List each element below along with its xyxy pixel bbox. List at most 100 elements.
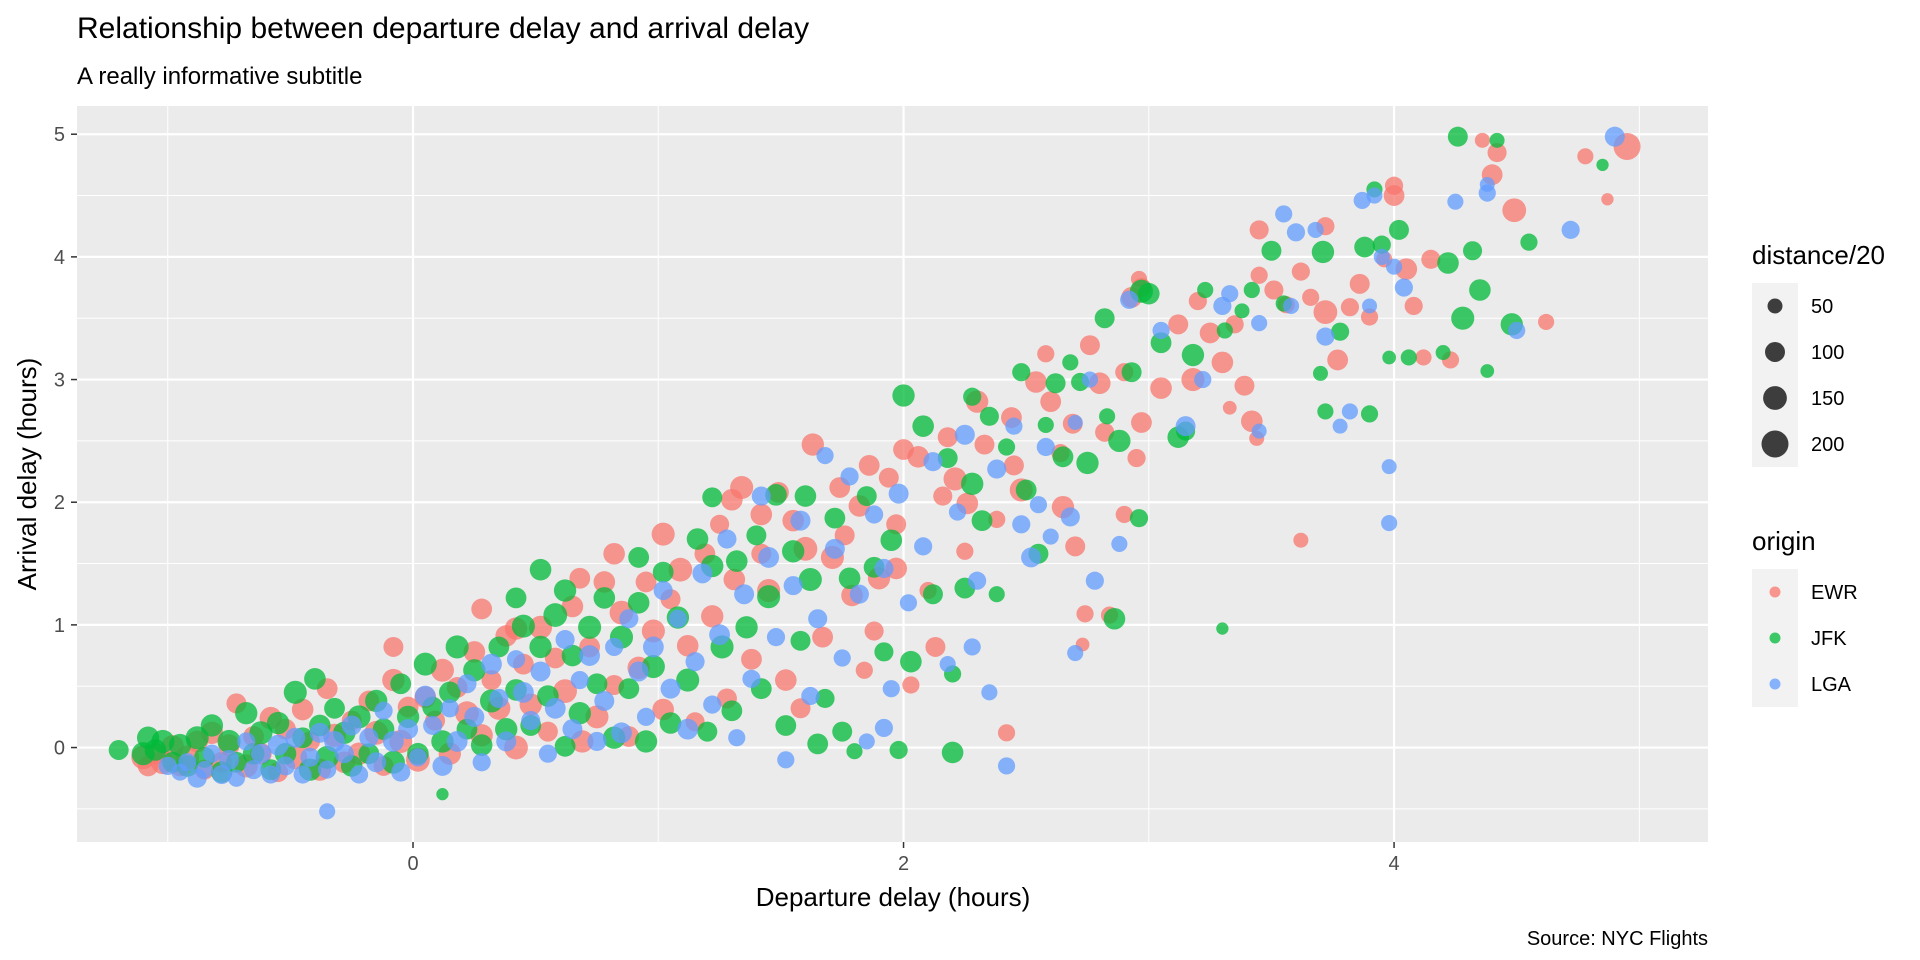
data-point-ewr xyxy=(585,705,609,729)
data-point-ewr xyxy=(1340,298,1360,317)
data-point-ewr xyxy=(481,670,502,691)
data-point-lga xyxy=(816,447,834,465)
data-point-lga xyxy=(1385,258,1403,275)
data-point-jfk xyxy=(838,567,861,590)
data-point-ewr xyxy=(701,605,724,628)
data-point-lga xyxy=(293,765,312,784)
size-legend-label: 200 xyxy=(1811,434,1844,456)
data-point-lga xyxy=(506,650,526,669)
data-point-lga xyxy=(227,769,246,787)
chart-caption: Source: NYC Flights xyxy=(1527,928,1708,950)
data-point-jfk xyxy=(1076,451,1099,475)
x-tick-label: 0 xyxy=(407,853,418,875)
data-point-ewr xyxy=(878,467,899,488)
data-point-jfk xyxy=(1462,241,1483,261)
data-point-lga xyxy=(398,719,419,740)
data-point-lga xyxy=(1282,297,1300,315)
data-point-lga xyxy=(382,731,404,752)
data-point-jfk xyxy=(1489,132,1505,148)
data-point-lga xyxy=(703,695,722,714)
size-legend-key xyxy=(1765,342,1785,362)
data-point-lga xyxy=(790,510,811,531)
data-point-lga xyxy=(1067,414,1083,430)
data-point-jfk xyxy=(108,740,129,760)
data-point-ewr xyxy=(1115,505,1133,524)
color-legend-keys: EWR JFK LGA xyxy=(1752,569,1858,707)
data-point-ewr xyxy=(603,542,625,565)
data-point-lga xyxy=(619,609,639,629)
data-point-ewr xyxy=(1487,143,1507,163)
data-point-jfk xyxy=(912,415,934,437)
data-point-lga xyxy=(677,718,699,740)
data-point-jfk xyxy=(815,688,835,709)
data-point-lga xyxy=(341,715,362,736)
data-point-lga xyxy=(562,719,583,740)
data-point-ewr xyxy=(933,486,953,506)
data-point-lga xyxy=(275,756,296,776)
data-point-ewr xyxy=(1003,455,1024,476)
data-point-lga xyxy=(570,670,589,690)
data-point-jfk xyxy=(988,586,1005,603)
data-point-jfk xyxy=(586,673,608,695)
data-point-lga xyxy=(968,571,987,590)
data-point-lga xyxy=(318,760,337,779)
data-point-jfk xyxy=(529,558,552,581)
data-point-lga xyxy=(1381,459,1397,475)
data-point-lga xyxy=(1213,296,1232,316)
data-point-ewr xyxy=(1079,335,1100,356)
data-point-ewr xyxy=(668,557,693,582)
y-axis-ticks: 0 1 2 3 4 5 xyxy=(54,124,77,760)
data-point-lga xyxy=(1353,191,1371,210)
data-point-jfk xyxy=(304,668,326,690)
data-point-lga xyxy=(1067,645,1084,662)
data-point-ewr xyxy=(750,503,773,526)
data-point-lga xyxy=(464,706,485,727)
data-point-lga xyxy=(808,609,828,629)
data-point-jfk xyxy=(941,741,964,764)
data-point-ewr xyxy=(1249,220,1269,240)
data-point-lga xyxy=(660,678,681,699)
data-point-jfk xyxy=(1451,306,1475,330)
data-point-jfk xyxy=(436,788,449,801)
data-point-lga xyxy=(544,697,566,719)
data-point-lga xyxy=(758,547,780,568)
data-point-lga xyxy=(981,684,998,701)
data-point-lga xyxy=(237,732,256,751)
data-point-lga xyxy=(391,762,411,782)
data-point-jfk xyxy=(1447,126,1468,147)
data-point-jfk xyxy=(1480,364,1495,378)
data-point-lga xyxy=(882,680,900,698)
data-point-ewr xyxy=(1150,377,1172,399)
data-point-jfk xyxy=(1596,158,1609,172)
data-point-jfk xyxy=(1216,622,1229,635)
data-point-lga xyxy=(948,503,967,521)
data-point-lga xyxy=(642,636,664,658)
data-point-lga xyxy=(824,538,845,559)
data-point-lga xyxy=(766,628,786,647)
data-point-jfk xyxy=(1015,479,1037,501)
data-point-lga xyxy=(717,529,737,549)
data-point-ewr xyxy=(291,698,314,721)
data-point-ewr xyxy=(1502,198,1527,223)
data-point-ewr xyxy=(1313,300,1338,324)
data-point-jfk xyxy=(488,636,510,658)
data-point-lga xyxy=(1508,321,1526,340)
data-point-ewr xyxy=(1025,371,1047,393)
data-point-ewr xyxy=(635,571,657,593)
data-point-ewr xyxy=(1065,536,1086,557)
data-point-jfk xyxy=(505,587,527,609)
data-point-ewr xyxy=(1040,391,1062,413)
data-point-ewr xyxy=(893,439,914,460)
data-point-jfk xyxy=(971,510,993,532)
data-point-lga xyxy=(309,722,330,743)
data-point-jfk xyxy=(627,592,650,614)
data-point-lga xyxy=(1120,290,1139,309)
data-point-lga xyxy=(963,638,981,656)
data-point-lga xyxy=(668,609,687,628)
data-point-lga xyxy=(1152,321,1170,340)
data-point-ewr xyxy=(1222,400,1237,415)
data-point-lga xyxy=(709,624,730,646)
data-point-jfk xyxy=(185,726,209,750)
data-point-ewr xyxy=(471,598,493,620)
data-point-jfk xyxy=(1312,365,1328,381)
